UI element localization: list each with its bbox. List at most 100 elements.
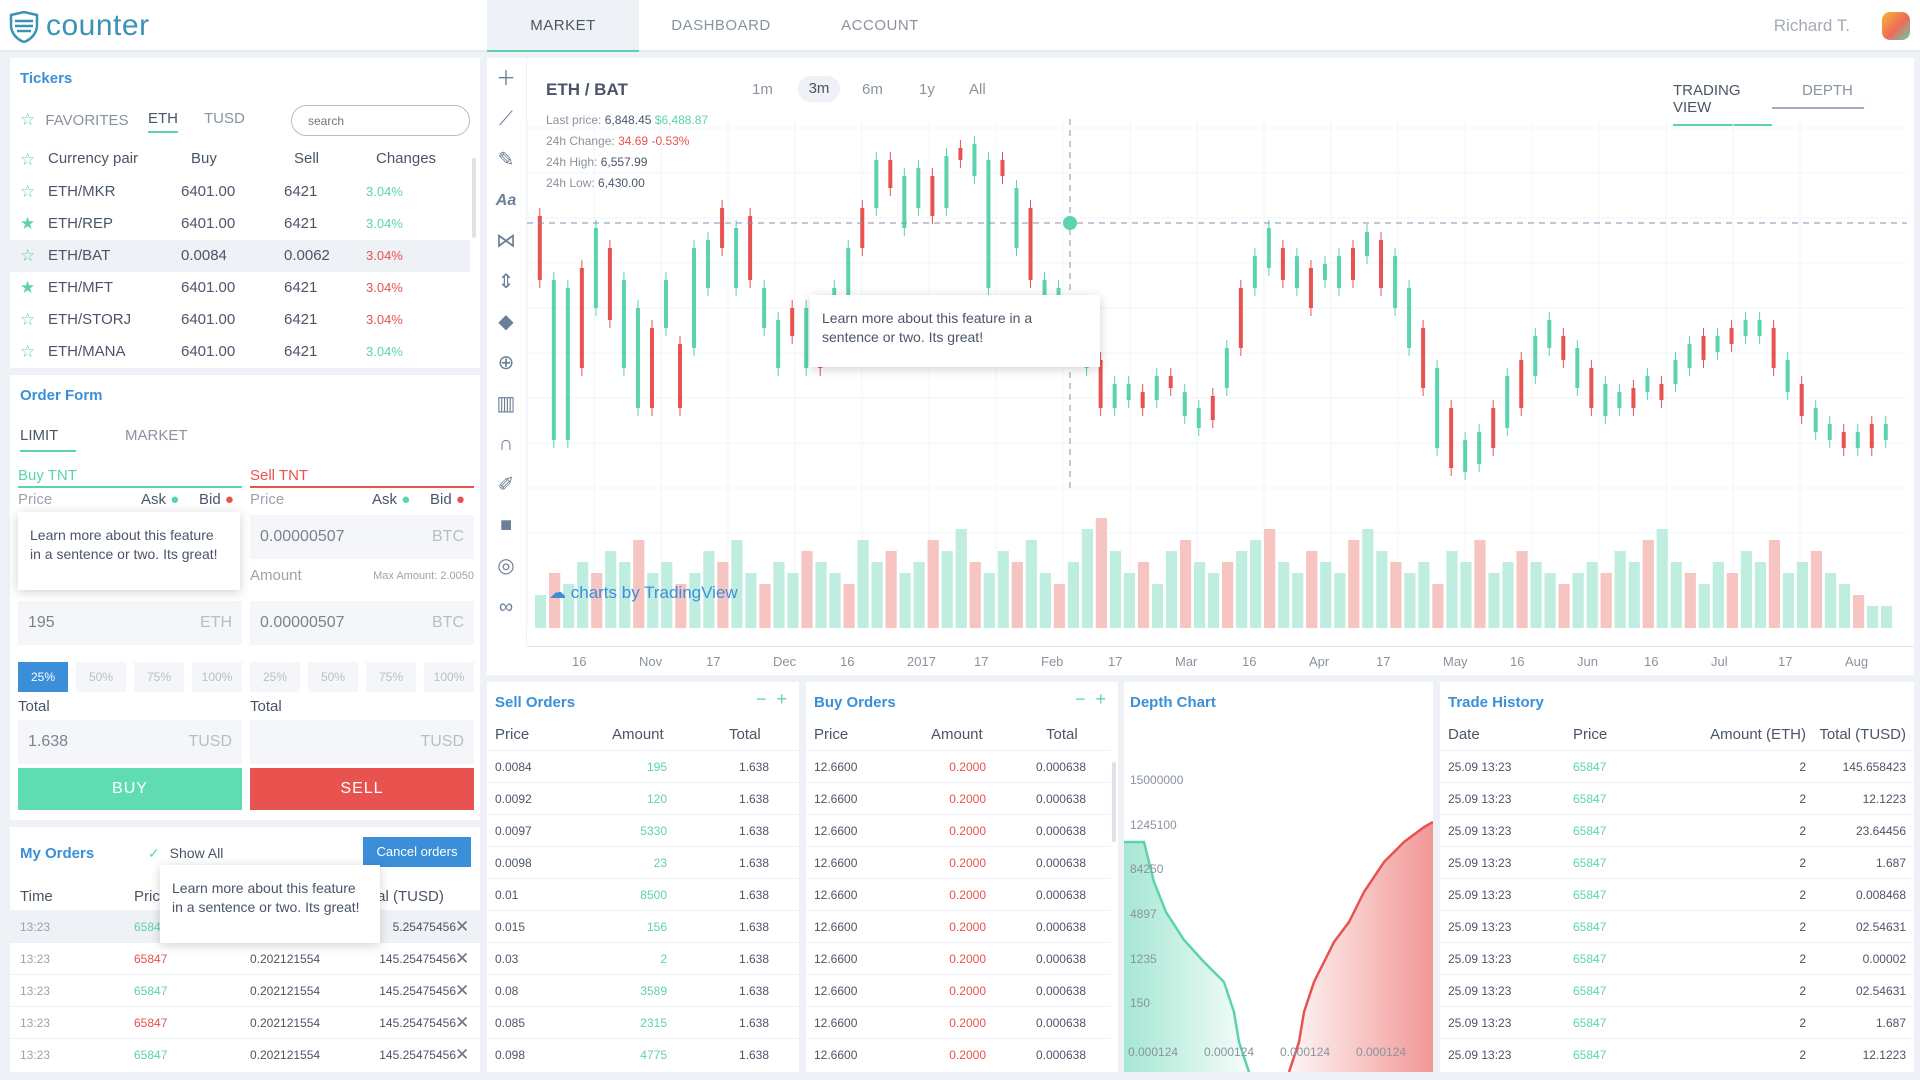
ruler-icon[interactable]: ▥ (496, 393, 516, 415)
pattern-icon[interactable]: ⋈ (496, 230, 516, 252)
ticker-row[interactable]: ★ ETH/REP 6401.00 6421 3.04% (10, 208, 470, 240)
tab-eth[interactable]: ETH (148, 110, 178, 133)
sell-pct-100[interactable]: 100% (424, 662, 474, 692)
depth-tab[interactable]: DEPTH (1772, 82, 1864, 109)
panel-controls[interactable]: − + (1075, 689, 1106, 710)
text-tool-icon[interactable]: Aa (495, 192, 517, 209)
magnet-icon[interactable]: ∩ (498, 433, 514, 455)
trade-row[interactable]: 25.09 13:23 65847 2 23.64456 (1440, 814, 1914, 846)
buy-pct-75[interactable]: 75% (134, 662, 184, 692)
ticker-row[interactable]: ☆ ETH/STORJ 6401.00 6421 3.04% (10, 304, 470, 336)
trade-row[interactable]: 25.09 13:23 65847 2 12.1223 (1440, 1038, 1914, 1070)
buy-pct-100[interactable]: 100% (192, 662, 242, 692)
star-icon[interactable]: ☆ (20, 310, 36, 329)
close-icon[interactable]: ✕ (455, 949, 470, 968)
trade-row[interactable]: 25.09 13:23 65847 2 1.687 (1440, 846, 1914, 878)
buy-pct-50[interactable]: 50% (76, 662, 126, 692)
sell-order-row[interactable]: 0.0098 23 1.638 (487, 846, 799, 878)
buy-order-row[interactable]: 12.6600 0.2000 0.000638 (806, 942, 1110, 974)
sell-pct-50[interactable]: 50% (308, 662, 358, 692)
my-order-row[interactable]: 13:23 65847 0.202121554 145.25475456 ✕ (10, 1006, 480, 1038)
sell-order-row[interactable]: 0.098 4775 1.638 (487, 1038, 799, 1070)
trend-line-icon[interactable]: ⟋ (499, 108, 513, 130)
close-icon[interactable]: ✕ (455, 981, 470, 1000)
user-name[interactable]: Richard T. (1773, 16, 1850, 35)
my-order-row[interactable]: 13:23 65847 0.202121554 145.25475456 ✕ (10, 942, 480, 974)
timeframe-1m[interactable]: 1m (752, 81, 773, 98)
candlestick-chart[interactable] (527, 118, 1907, 628)
sell-pct-25[interactable]: 25% (250, 662, 300, 692)
buy-order-row[interactable]: 12.6600 0.2000 0.000638 (806, 878, 1110, 910)
sell-order-row[interactable]: 0.085 2315 1.638 (487, 1006, 799, 1038)
tab-market-order[interactable]: MARKET (125, 427, 188, 444)
star-filled-icon[interactable]: ★ (20, 278, 36, 297)
sell-order-row[interactable]: 0.08 3589 1.638 (487, 974, 799, 1006)
sell-button[interactable]: SELL (250, 768, 474, 810)
trade-row[interactable]: 25.09 13:23 65847 2 12.1223 (1440, 782, 1914, 814)
zoom-icon[interactable]: ⊕ (497, 352, 515, 374)
measure-icon[interactable]: ⇕ (497, 271, 515, 293)
tab-account[interactable]: ACCOUNT (841, 17, 919, 34)
tab-dashboard[interactable]: DASHBOARD (671, 17, 771, 34)
trade-row[interactable]: 25.09 13:23 65847 2 145.658423 (1440, 750, 1914, 782)
link-icon[interactable]: ∞ (498, 596, 514, 618)
sell-order-row[interactable]: 0.03 2 1.638 (487, 942, 799, 974)
crosshair-icon[interactable]: ＋ (496, 68, 516, 90)
sell-total-input[interactable]: TUSD (250, 720, 474, 764)
buy-pct-25[interactable]: 25% (18, 662, 68, 692)
sell-order-row[interactable]: 0.01 8500 1.638 (487, 878, 799, 910)
brush-icon[interactable]: ✎ (497, 149, 515, 171)
sell-amount-input[interactable]: 0.00000507 BTC (250, 601, 474, 645)
ticker-row[interactable]: ☆ ETH/MKR 6401.00 6421 3.04% (10, 176, 470, 208)
ticker-row[interactable]: ★ ETH/MFT 6401.00 6421 3.04% (10, 272, 470, 304)
close-icon[interactable]: ✕ (455, 1013, 470, 1032)
star-filled-icon[interactable]: ★ (20, 214, 36, 233)
tab-favorites[interactable]: ☆ FAVORITES (20, 110, 129, 129)
buy-order-row[interactable]: 12.6600 0.2000 0.000638 (806, 782, 1110, 814)
sell-order-row[interactable]: 0.0092 120 1.638 (487, 782, 799, 814)
sell-order-row[interactable]: 0.0084 195 1.638 (487, 750, 799, 782)
trade-row[interactable]: 25.09 13:23 65847 2 0.00002 (1440, 942, 1914, 974)
trade-row[interactable]: 25.09 13:23 65847 2 1.687 (1440, 1006, 1914, 1038)
tab-tusd[interactable]: TUSD (204, 110, 245, 127)
sell-order-row[interactable]: 0.015 156 1.638 (487, 910, 799, 942)
trade-row[interactable]: 25.09 13:23 65847 2 02.54631 (1440, 910, 1914, 942)
timeframe-all[interactable]: All (969, 81, 986, 98)
ticker-row[interactable]: ☆ ETH/MANA 6401.00 6421 3.04% (10, 336, 470, 368)
ticker-row[interactable]: ☆ ETH/BAT 0.0084 0.0062 3.04% (10, 240, 470, 272)
sell-order-row[interactable]: 0.0097 5330 1.638 (487, 814, 799, 846)
eye-icon[interactable]: ◎ (497, 555, 515, 577)
star-icon[interactable]: ☆ (20, 182, 36, 201)
tab-limit[interactable]: LIMIT (20, 427, 76, 452)
cancel-orders-button[interactable]: Cancel orders (363, 837, 471, 867)
buy-total-input[interactable]: 1.638 TUSD (18, 720, 242, 764)
timeframe-1y[interactable]: 1y (919, 81, 935, 98)
trade-row[interactable]: 25.09 13:23 65847 2 0.008468 (1440, 878, 1914, 910)
tab-market[interactable]: MARKET (487, 0, 639, 52)
star-icon[interactable]: ☆ (20, 342, 36, 361)
sell-price-input[interactable]: 0.00000507 BTC (250, 515, 474, 559)
buy-order-row[interactable]: 12.6600 0.2000 0.000638 (806, 846, 1110, 878)
star-icon[interactable]: ☆ (20, 246, 36, 265)
close-icon[interactable]: ✕ (455, 1045, 470, 1064)
show-all-toggle[interactable]: ✓ Show All (148, 845, 224, 861)
trading-view-tab[interactable]: TRADING VIEW (1673, 82, 1772, 126)
arrow-icon[interactable]: ◆ (498, 311, 514, 333)
trade-row[interactable]: 25.09 13:23 65847 2 02.54631 (1440, 974, 1914, 1006)
buy-amount-input[interactable]: 195 ETH (18, 601, 242, 645)
tickers-scrollbar[interactable] (472, 158, 476, 238)
timeframe-3m[interactable]: 3m (798, 76, 840, 102)
buy-button[interactable]: BUY (18, 768, 242, 810)
ticker-search-input[interactable] (291, 105, 470, 136)
close-icon[interactable]: ✕ (455, 917, 470, 936)
buy-order-row[interactable]: 12.6600 0.2000 0.000638 (806, 1006, 1110, 1038)
panel-controls[interactable]: − + (756, 689, 787, 710)
buy-order-row[interactable]: 12.6600 0.2000 0.000638 (806, 750, 1110, 782)
buy-order-row[interactable]: 12.6600 0.2000 0.000638 (806, 974, 1110, 1006)
timeframe-6m[interactable]: 6m (862, 81, 883, 98)
sell-pct-75[interactable]: 75% (366, 662, 416, 692)
buy-orders-scrollbar[interactable] (1112, 762, 1116, 842)
my-order-row[interactable]: 13:23 65847 0.202121554 145.25475456 ✕ (10, 1038, 480, 1070)
lock-icon[interactable]: ■ (499, 514, 513, 536)
my-order-row[interactable]: 13:23 65847 0.202121554 145.25475456 ✕ (10, 974, 480, 1006)
